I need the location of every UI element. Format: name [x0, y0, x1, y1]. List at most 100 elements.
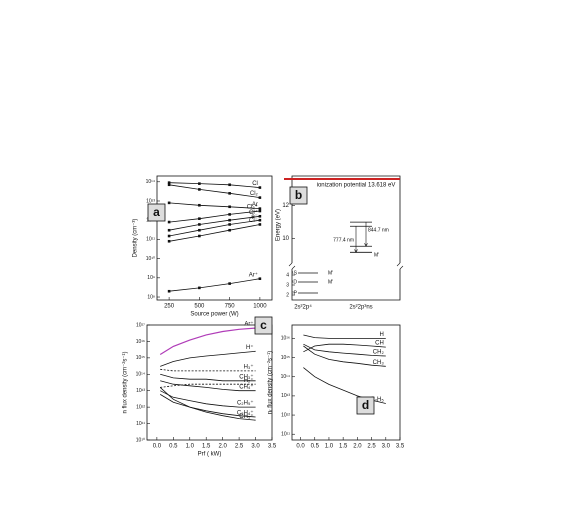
series-line	[169, 184, 260, 198]
data-point	[198, 182, 201, 185]
data-point	[258, 223, 262, 226]
series-line	[160, 383, 256, 388]
series-line	[303, 343, 386, 353]
series-label: H	[379, 332, 383, 338]
x-tick-label: 0.5	[169, 444, 178, 450]
y-axis-title: Energy (eV)	[276, 209, 282, 241]
series-line	[160, 368, 256, 372]
y-tick-label: 10¹⁴	[281, 374, 290, 380]
series-label: CH	[375, 341, 384, 347]
y-tick-label: 10¹⁵	[281, 355, 290, 361]
x-tick-label: 3.5	[396, 444, 405, 450]
x-axis-title: Source power (W)	[190, 312, 238, 318]
data-point	[198, 203, 201, 207]
x-tick-label: 0.5	[311, 444, 320, 450]
data-point	[167, 201, 171, 205]
y-axis-title: n flux density (cm⁻²s⁻¹)	[123, 351, 129, 413]
data-point	[258, 209, 262, 213]
x-tick-label: 2.5	[235, 444, 244, 450]
series-label: H⁺	[246, 344, 254, 351]
data-point	[198, 188, 201, 191]
data-point	[228, 192, 231, 195]
series-label: CH₅⁺	[239, 413, 253, 420]
data-point	[228, 282, 231, 285]
data-point	[258, 196, 262, 199]
data-point	[228, 183, 231, 187]
series-label: Ar⁺	[249, 271, 258, 278]
data-point	[198, 223, 201, 226]
configuration-label: 2s²2p⁴	[294, 304, 312, 311]
series-label: e⁻	[251, 214, 258, 220]
data-point	[167, 289, 171, 293]
data-point	[167, 239, 171, 243]
plot-frame	[291, 324, 401, 441]
y-axis-title: Density (cm⁻³)	[133, 219, 139, 258]
series-line	[169, 210, 260, 223]
panel-label: b	[295, 188, 302, 202]
ionization-label: ionization potential 13.618 eV	[317, 183, 396, 189]
x-tick-label: 500	[194, 304, 205, 310]
level-tag: M'	[328, 279, 333, 285]
data-point	[228, 213, 231, 216]
panel-label-box	[356, 396, 375, 415]
plot-frame	[146, 324, 273, 441]
y-tick-label: 10¹³	[281, 393, 290, 399]
transition-label: 844.7 nm	[368, 227, 389, 233]
y-tick-label: 10¹⁰	[146, 256, 155, 262]
data-point	[167, 234, 171, 238]
data-point	[258, 207, 262, 210]
data-point	[258, 214, 262, 218]
data-point	[228, 223, 231, 226]
series-line	[303, 345, 386, 367]
x-tick-label: 0.0	[296, 444, 305, 450]
panel-label: a	[153, 205, 160, 219]
plot-frame	[156, 175, 273, 301]
series-line	[160, 373, 256, 382]
y-tick-label: 10¹¹	[281, 432, 290, 438]
series-line	[159, 394, 256, 418]
y-tick-label: 10¹⁶	[136, 339, 145, 345]
series-label: CH₃	[373, 360, 385, 366]
series-label: Ar⁺	[244, 321, 253, 328]
series-line	[303, 334, 386, 339]
transition-label: 777.4 nm	[333, 238, 354, 244]
x-tick-label: 0.0	[153, 444, 162, 450]
transition-arrow	[364, 222, 368, 247]
y-tick-label: 10¹¹	[136, 421, 145, 427]
series-line	[169, 215, 260, 231]
series-label: Cl	[252, 181, 258, 187]
data-point	[167, 183, 171, 187]
x-tick-label: 250	[164, 304, 175, 310]
y-tick-label: 2	[286, 292, 289, 298]
data-point	[198, 217, 201, 220]
data-point	[167, 228, 171, 232]
series-line	[169, 224, 260, 242]
panel-label-box	[254, 316, 273, 335]
series-line	[160, 380, 256, 392]
axis-break	[288, 262, 404, 270]
y-tick-label: 10¹³	[146, 198, 155, 204]
data-point	[167, 220, 171, 224]
series-label: Cl₂⁺	[247, 204, 258, 211]
series-label: Cl⁺	[249, 209, 258, 216]
x-tick-label: 3.0	[382, 444, 391, 450]
data-point	[258, 186, 262, 189]
series-label: CH₂	[373, 350, 385, 356]
level-label: M'	[374, 253, 379, 259]
y-tick-label: 12	[282, 203, 289, 209]
x-tick-label: 3.0	[251, 444, 260, 450]
data-point	[258, 277, 262, 280]
y-tick-label: 10¹⁷	[136, 322, 145, 328]
y-tick-label: 3	[286, 282, 289, 288]
series-label: C₂H₅	[370, 397, 384, 403]
level-tag: M'	[328, 270, 333, 276]
y-tick-label: 10¹²	[281, 412, 290, 418]
y-tick-label: 10¹⁵	[136, 355, 145, 361]
series-line	[159, 327, 256, 356]
x-tick-label: 1000	[253, 304, 267, 310]
panel-label-box	[147, 203, 166, 222]
series-label: H₃⁺	[244, 364, 254, 371]
y-axis-title: nᵣ flux density (cm⁻²s⁻¹)	[268, 351, 274, 414]
panel-label: d	[362, 398, 369, 412]
